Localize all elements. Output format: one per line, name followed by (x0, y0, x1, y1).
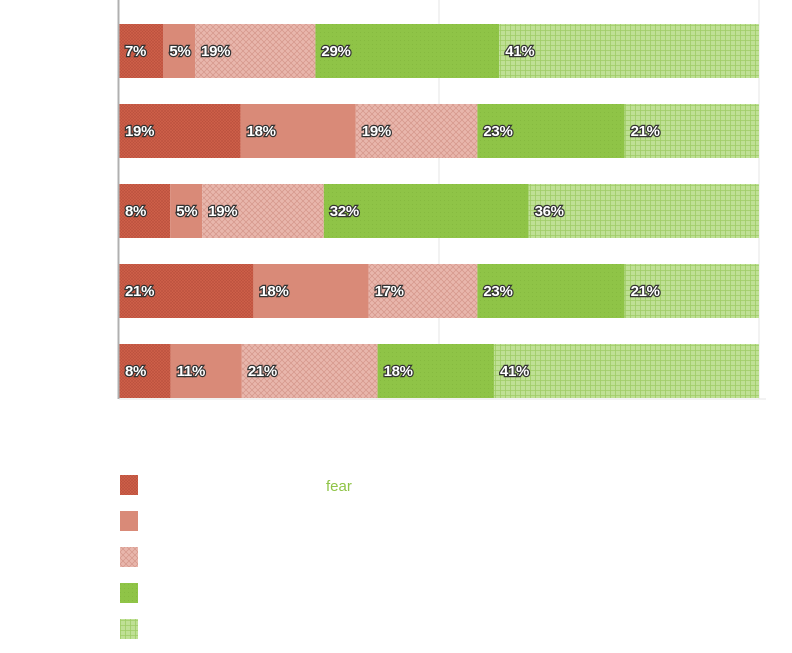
legend: fear (120, 475, 352, 639)
bar-segment-1-3 (477, 104, 625, 158)
data-label-3-0: 21% (125, 283, 154, 300)
data-label-3-2: 17% (375, 283, 404, 300)
bar-segment-0-3 (315, 24, 500, 78)
bar-segment-0-1 (163, 24, 196, 78)
data-label-0-3: 29% (321, 43, 350, 60)
bar-segment-2-3 (323, 184, 529, 238)
data-label-3-4: 21% (631, 283, 660, 300)
data-label-2-2: 19% (208, 203, 237, 220)
bar-segment-0-0 (119, 24, 164, 78)
data-label-0-2: 19% (201, 43, 230, 60)
legend-swatch-2 (120, 547, 138, 567)
bar-segment-3-1 (253, 264, 369, 318)
data-label-4-3: 18% (384, 363, 413, 380)
data-label-2-1: 5% (176, 203, 197, 220)
data-label-2-3: 32% (330, 203, 359, 220)
legend-swatch-1 (120, 511, 138, 531)
data-label-3-1: 18% (259, 283, 288, 300)
legend-swatch-3 (120, 583, 138, 603)
bar-segment-1-0 (119, 104, 241, 158)
data-label-1-1: 18% (247, 123, 276, 140)
bar-segment-1-4 (624, 104, 759, 158)
data-label-4-1: 11% (177, 363, 205, 380)
data-label-0-1: 5% (169, 43, 190, 60)
data-label-1-2: 19% (362, 123, 391, 140)
bar-segment-4-1 (170, 344, 242, 398)
bar-segment-4-3 (377, 344, 494, 398)
data-label-3-3: 23% (483, 283, 512, 300)
data-label-1-0: 19% (125, 123, 154, 140)
bar-segment-1-1 (240, 104, 356, 158)
data-label-0-4: 41% (505, 43, 534, 60)
bars (119, 24, 759, 398)
bar-segment-3-3 (477, 264, 625, 318)
legend-swatch-0 (120, 475, 138, 495)
bar-segment-2-4 (528, 184, 759, 238)
data-labels: 7% 5% 19% 29% 41% 19% 18% 19% 23% 21% 8% 5% 19% 32% 36… (124, 42, 661, 381)
legend-swatch-4 (120, 619, 138, 639)
legend-annotation-fear: fear (326, 478, 352, 495)
bar-segment-2-1 (170, 184, 203, 238)
bar-segment-4-0 (119, 344, 171, 398)
bar-segment-0-2 (195, 24, 316, 78)
bar-segment-0-4 (499, 24, 759, 78)
data-label-1-3: 23% (483, 123, 512, 140)
bar-segment-1-2 (355, 104, 478, 158)
data-label-2-0: 8% (125, 203, 146, 220)
bar-segment-3-2 (368, 264, 478, 318)
bar-segment-2-0 (119, 184, 171, 238)
data-label-4-4: 41% (500, 363, 529, 380)
data-label-0-0: 7% (125, 43, 146, 60)
bar-segment-4-2 (241, 344, 378, 398)
bar-segment-3-0 (119, 264, 254, 318)
data-label-4-0: 8% (125, 363, 146, 380)
bar-segment-3-4 (624, 264, 759, 318)
data-label-4-2: 21% (248, 363, 277, 380)
bar-segment-2-2 (202, 184, 324, 238)
data-label-1-4: 21% (631, 123, 660, 140)
bar-segment-4-4 (493, 344, 759, 398)
data-label-2-4: 36% (535, 203, 564, 220)
